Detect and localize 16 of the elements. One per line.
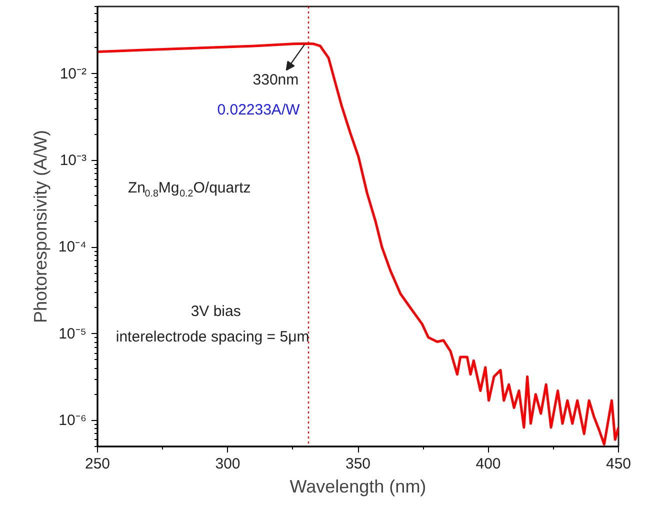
annotation: 3V bias: [190, 303, 241, 320]
x-tick-label: 350: [345, 456, 371, 472]
annotation: 330nm: [252, 72, 299, 89]
x-tick-label: 250: [84, 456, 110, 472]
y-tick-label: 10⁻³: [60, 152, 87, 170]
y-tick-label: 10⁻⁵: [58, 325, 87, 342]
x-tick-label: 450: [606, 456, 632, 472]
x-axis-title: Wavelength (nm): [290, 476, 426, 496]
annotation: interelectrode spacing = 5μm: [116, 328, 310, 346]
x-tick-label: 300: [215, 456, 240, 472]
y-axis-title: Photoresponsivity (A/W): [30, 130, 50, 324]
y-tick-label: 10⁻⁶: [58, 412, 86, 429]
y-tick-label: 10⁻⁴: [58, 238, 87, 256]
x-tick-label: 400: [476, 456, 501, 472]
annotation: 0.02233A/W: [217, 101, 301, 118]
y-tick-label: 10⁻²: [60, 65, 87, 82]
